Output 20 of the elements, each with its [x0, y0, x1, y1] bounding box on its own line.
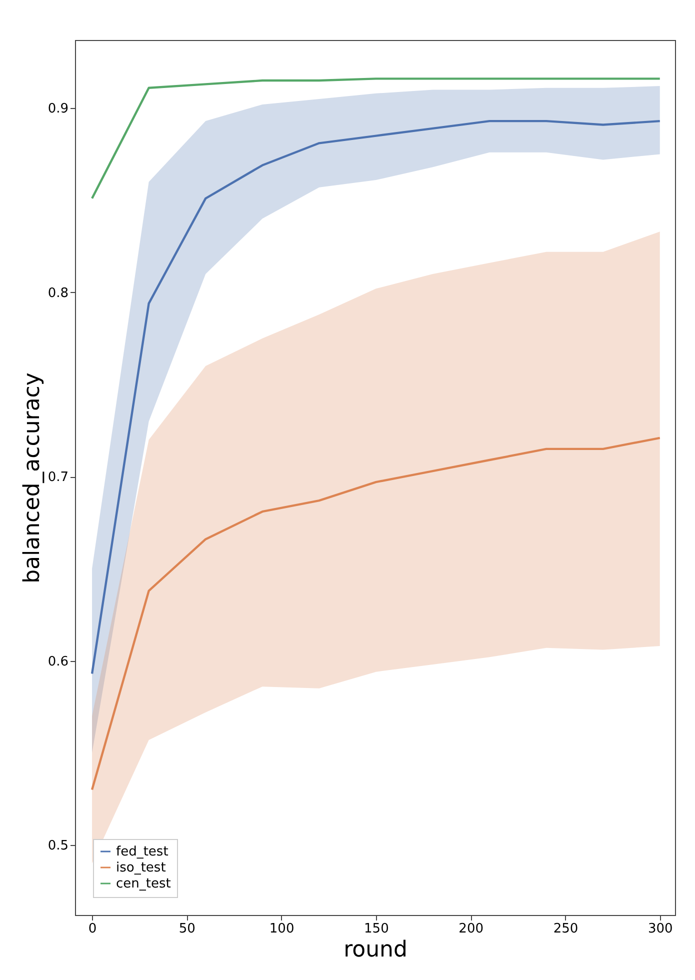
line-series	[90, 436, 661, 791]
line-series	[90, 120, 661, 675]
x-tick-label: 300	[648, 922, 673, 936]
y-tick-label: 0.6	[48, 654, 68, 670]
y-tick-label: 0.5	[48, 838, 68, 854]
x-tick-label: 250	[553, 922, 578, 936]
x-tick-label: 50	[178, 922, 196, 936]
legend-label: cen_test	[116, 876, 171, 892]
y-tick-label: 0.9	[48, 102, 68, 117]
y-tick-label: 0.8	[48, 286, 68, 301]
legend-label: fed_test	[116, 844, 168, 860]
x-tick-label: 0	[88, 922, 97, 936]
line-series	[90, 78, 661, 200]
legend-label: iso_test	[116, 860, 166, 876]
x-tick-label: 200	[458, 922, 484, 936]
y-axis-title: balanced_accuracy	[20, 372, 45, 584]
x-axis-title: round	[344, 938, 408, 962]
x-tick-label: 100	[269, 922, 294, 936]
x-tick-label: 150	[364, 922, 389, 936]
y-tick-label: 0.7	[48, 470, 68, 486]
